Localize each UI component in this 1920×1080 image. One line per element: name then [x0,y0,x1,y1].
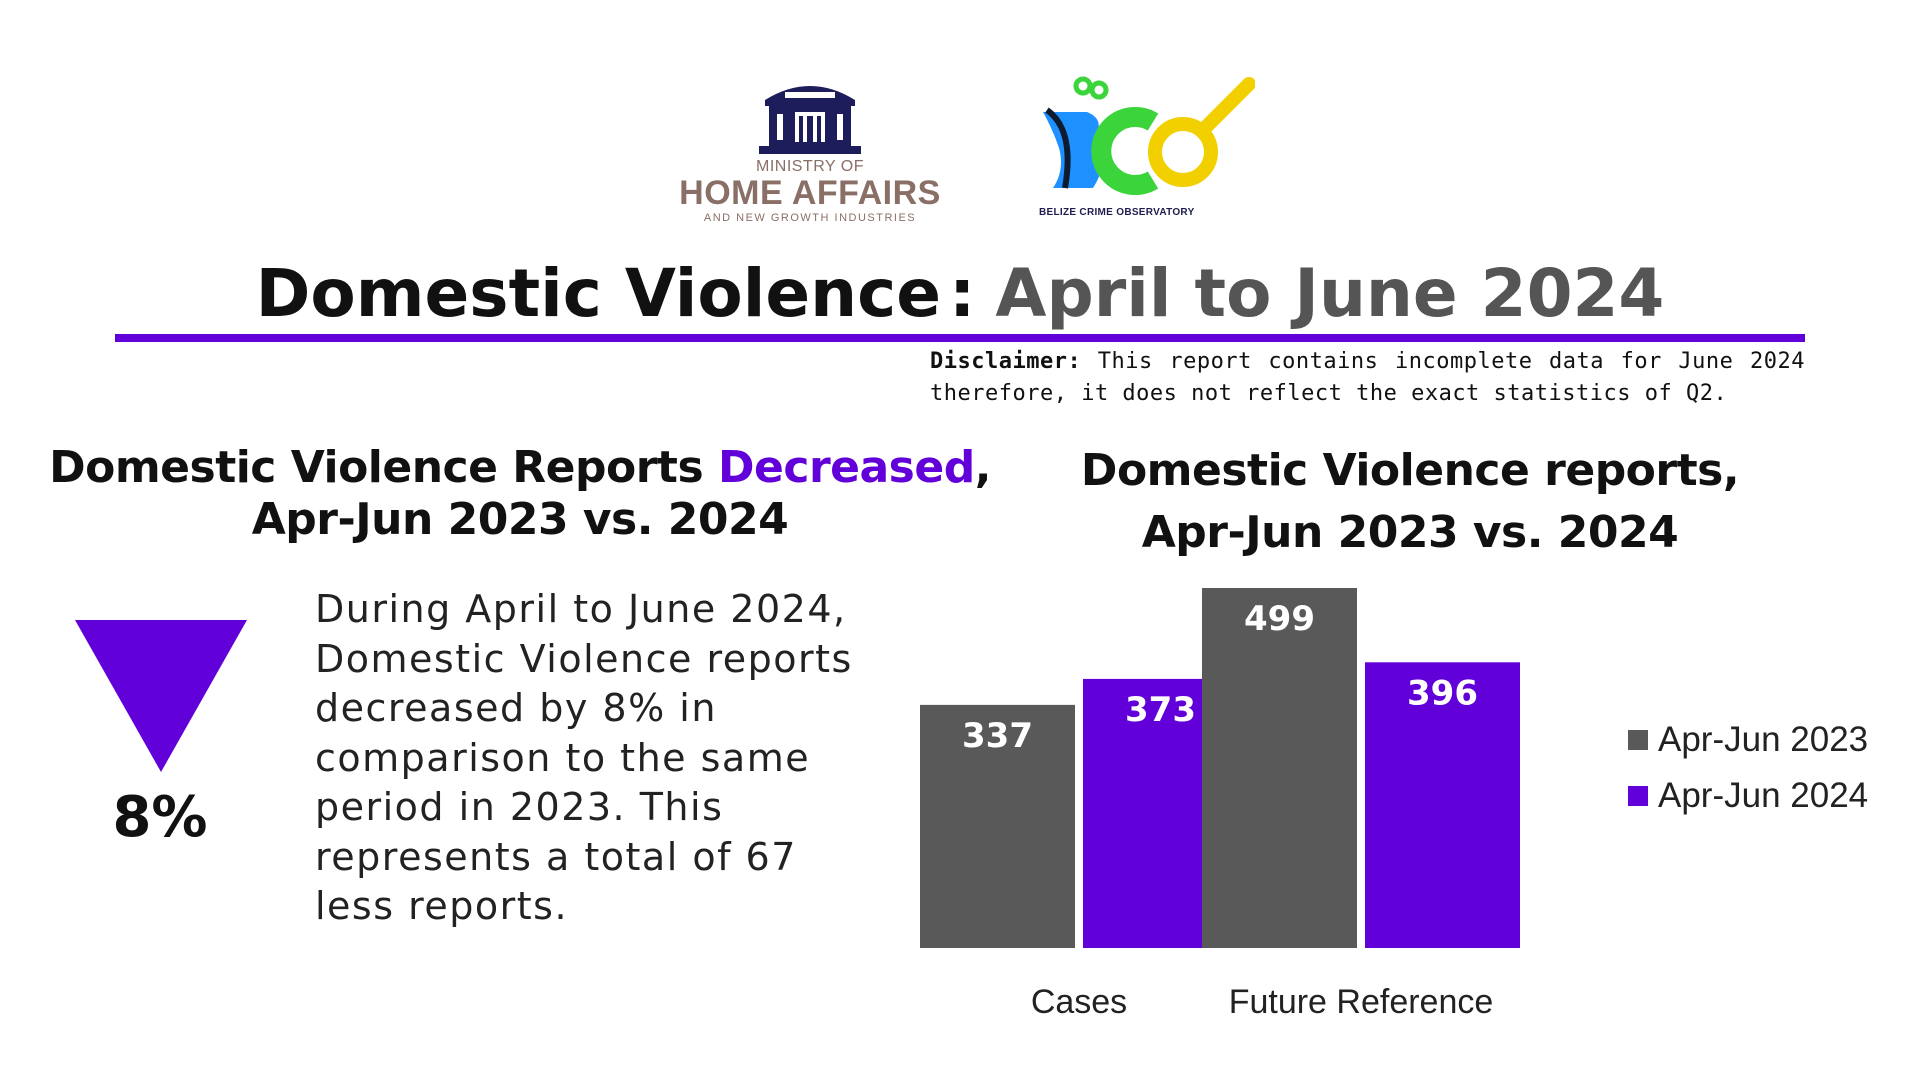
summary-heading-prefix: Domestic Violence Reports [49,442,704,493]
magnifier-handcuff-icon [1043,76,1255,195]
category-label-cases: Cases [1031,983,1127,1021]
ministry-logo: MINISTRY OF HOME AFFAIRS AND NEW GROWTH … [660,70,960,230]
legend-label-2023: Apr-Jun 2023 [1658,720,1869,759]
data-label-cases-series-1: 373 [1125,690,1196,730]
disclaimer-text: This report contains incomplete data for… [930,349,1805,406]
summary-heading-highlight: Decreased [718,442,975,493]
chart-legend: Apr-Jun 2023 Apr-Jun 2024 [1628,712,1868,824]
chart-title: Domestic Violence reports, Apr-Jun 2023 … [1040,440,1780,564]
chart-title-line1: Domestic Violence reports, [1080,445,1740,496]
page-title: Domestic Violence: April to June 2024 [0,255,1920,332]
ministry-logo-line3: AND NEW GROWTH INDUSTRIES [703,212,917,224]
ministry-logo-line2: HOME AFFAIRS [679,174,941,212]
data-label-cases-series-0: 337 [962,716,1033,756]
bar-cases-series-0 [920,704,1075,948]
title-period: April to June 2024 [995,255,1665,332]
summary-heading: Domestic Violence Reports Decreased, Apr… [30,442,1010,546]
down-triangle-icon [75,620,247,772]
legend-label-2024: Apr-Jun 2024 [1658,776,1869,815]
percent-change: 8% [112,785,208,850]
ministry-logo-line1: MINISTRY OF [755,158,865,175]
crime-observatory-logo: BELIZE CRIME OBSERVATORY [1035,70,1265,230]
bar-future-reference-series-1 [1365,662,1520,948]
data-label-future-reference-series-0: 499 [1244,599,1315,639]
legend-swatch-2024 [1628,786,1648,806]
bar-chart: 337 373 Cases 499 396 Future Reference [920,588,1520,1021]
data-label-future-reference-series-1: 396 [1407,673,1478,713]
disclaimer: Disclaimer: This report contains incompl… [930,346,1805,410]
summary-text: During April to June 2024, Domestic Viol… [315,587,853,928]
summary-heading-line2: Apr-Jun 2023 vs. 2024 [251,494,789,545]
legend-item-2023: Apr-Jun 2023 [1628,712,1868,768]
title-main: Domestic Violence [255,255,942,332]
building-icon [759,86,861,154]
summary-heading-suffix: , [974,442,992,493]
disclaimer-label: Disclaimer: [930,349,1082,374]
summary-heading-line1: Domestic Violence Reports Decreased, [30,442,1010,494]
bar-future-reference-series-0 [1202,588,1357,948]
title-separator: : [949,255,976,332]
legend-item-2024: Apr-Jun 2024 [1628,768,1868,824]
category-label-future-reference: Future Reference [1229,983,1494,1021]
title-divider [115,334,1805,342]
legend-swatch-2023 [1628,730,1648,750]
crime-observatory-caption: BELIZE CRIME OBSERVATORY [1039,207,1195,218]
chart-title-line2: Apr-Jun 2023 vs. 2024 [1141,507,1679,558]
